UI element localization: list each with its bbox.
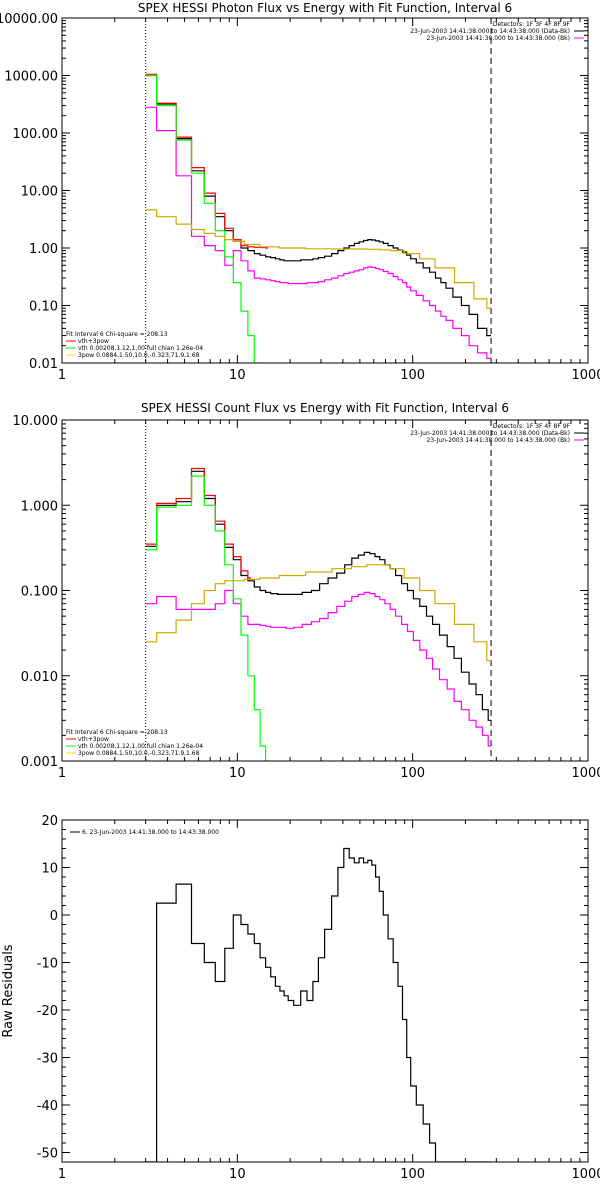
y-tick-label: 10.000 — [13, 414, 59, 429]
legend-entry-text: Detectors: 1F 3F 4F 8F 9F — [493, 21, 571, 28]
y-tick-label: 0.10 — [29, 300, 58, 315]
chart-panel-3: 1 10 100 1000 -50 -40 -30 -20 -10 0 10 20 Raw Residu… — [1, 814, 600, 1182]
y-tick-label: 0.010 — [21, 670, 58, 685]
series-line — [145, 847, 492, 1162]
x-tick-label: 1000 — [571, 368, 600, 383]
series-line — [145, 589, 492, 747]
legend-entry-text: Fit Interval 6 Chi-square = 208.13 — [66, 729, 168, 736]
x-tick-label: 1 — [58, 368, 66, 383]
y-tick-label: 0.001 — [21, 755, 58, 770]
y-tick-label: -40 — [37, 1099, 58, 1114]
chart-panel-2: SPEX HESSI Count Flux vs Energy with Fit… — [13, 401, 600, 781]
y-tick-label: 1000.00 — [4, 70, 58, 85]
legend-entry-text: Detectors: 1F 3F 4F 8F 9F — [493, 423, 571, 430]
series-line — [145, 564, 492, 662]
y-tick-label: -10 — [37, 957, 58, 972]
legend-entry-text: vth+3pow — [78, 736, 109, 743]
y-tick-label: 10.00 — [21, 185, 58, 200]
x-tick-label: 1 — [58, 1167, 66, 1182]
legend-entry-text: vth 0.00208,1.12,1.00 full chian 1.26e-0… — [78, 345, 203, 352]
series-line — [145, 209, 492, 309]
y-tick-label: 100.00 — [13, 127, 59, 142]
chart-panel-1: SPEX HESSI Photon Flux vs Energy with Fi… — [0, 1, 600, 383]
y-tick-label: 0.100 — [21, 585, 58, 600]
y-tick-label: 20 — [41, 814, 58, 829]
legend-entry-text: 3pow 0.0884,1.50,10.0,-0.323,71.9,1.68 — [78, 352, 200, 359]
x-tick-label: 10 — [229, 368, 246, 383]
y-tick-label: 10 — [41, 862, 58, 877]
x-tick-label: 100 — [400, 368, 425, 383]
plot-frame — [61, 17, 589, 364]
series-line — [145, 470, 492, 721]
chart-title: SPEX HESSI Count Flux vs Energy with Fit… — [141, 401, 509, 415]
legend-entry-text: 23-Jun-2003 14:41:38.000 to 14:43:38.000… — [427, 437, 570, 444]
y-tick-label: 1.00 — [29, 242, 58, 257]
x-tick-label: 10 — [229, 1167, 246, 1182]
legend-entry-text: 23-Jun-2003 14:41:38.000 to 14:43:38.000… — [410, 28, 570, 35]
y-tick-label: -20 — [37, 1004, 58, 1019]
series-line — [145, 74, 492, 337]
x-tick-label: 1000 — [571, 766, 600, 781]
y-tick-label: 0 — [50, 909, 58, 924]
y-tick-label: -30 — [37, 1052, 58, 1067]
legend-entry-text: vth+3pow — [78, 338, 109, 345]
legend-entry-text: 6. 23-Jun-2003 14:41:38.000 to 14:43:38.… — [82, 829, 219, 836]
x-tick-label: 100 — [400, 766, 425, 781]
series-line — [145, 467, 252, 579]
y-axis-label: Raw Residuals — [1, 944, 16, 1037]
plot-frame — [61, 819, 589, 1163]
x-tick-label: 1 — [58, 766, 66, 781]
series-line — [145, 106, 492, 359]
series-line — [145, 74, 261, 363]
legend-entry-text: 23-Jun-2003 14:41:38.000 to 14:43:38.000… — [427, 35, 570, 42]
y-tick-label: 1.000 — [21, 499, 58, 514]
legend-entry-text: 3pow 0.0884,1.50,10.0,-0.323,71.9,1.68 — [78, 750, 200, 757]
x-tick-label: 1000 — [571, 1167, 600, 1182]
x-tick-label: 10 — [229, 766, 246, 781]
y-tick-label: 0.01 — [29, 357, 58, 372]
y-tick-label: 10000.00 — [0, 12, 58, 27]
series-line — [145, 475, 269, 761]
y-tick-label: -50 — [37, 1147, 58, 1162]
plot-frame — [61, 419, 589, 762]
chart-title: SPEX HESSI Photon Flux vs Energy with Fi… — [138, 1, 512, 15]
legend-entry-text: vth 0.00208,1.12,1.00 full chian 1.26e-0… — [78, 743, 203, 750]
x-tick-label: 100 — [400, 1167, 425, 1182]
legend-entry-text: Fit Interval 6 Chi-square = 208.13 — [66, 331, 168, 338]
legend-entry-text: 23-Jun-2003 14:41:38.000 to 14:43:38.000… — [410, 430, 570, 437]
series-line — [145, 73, 269, 249]
